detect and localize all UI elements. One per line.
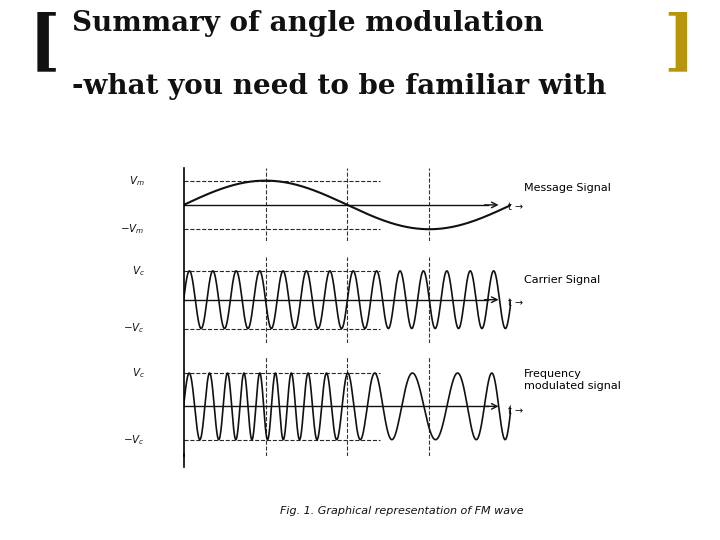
Text: $V_c$: $V_c$ [132,366,145,380]
Text: $V_c$: $V_c$ [132,264,145,278]
Text: -what you need to be familiar with: -what you need to be familiar with [72,73,606,100]
Text: [: [ [29,12,60,77]
Text: $V_m$: $V_m$ [129,174,145,187]
Text: $-V_c$: $-V_c$ [123,322,145,335]
Text: Summary of angle modulation: Summary of angle modulation [72,10,544,37]
Text: Carrier Signal: Carrier Signal [524,274,600,285]
Text: Frequency
modulated signal: Frequency modulated signal [524,369,621,390]
Text: $-V_c$: $-V_c$ [123,433,145,447]
Text: t →: t → [508,202,523,212]
Text: ]: ] [663,12,695,77]
Text: t →: t → [508,406,523,416]
Text: Fig. 1. Graphical representation of FM wave: Fig. 1. Graphical representation of FM w… [279,507,523,516]
Text: t →: t → [508,298,523,308]
Text: $-V_m$: $-V_m$ [120,222,145,236]
Text: Message Signal: Message Signal [524,183,611,193]
